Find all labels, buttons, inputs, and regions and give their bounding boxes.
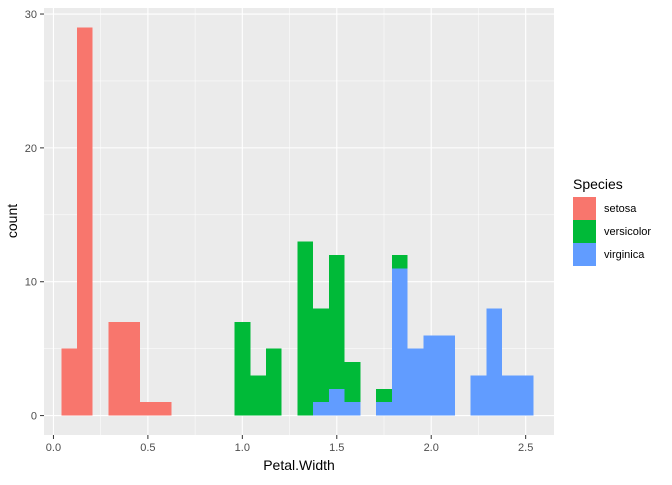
- bar-versicolor: [391, 254, 408, 269]
- bar-virginica: [470, 375, 487, 416]
- y-tick-label: 30: [25, 9, 37, 21]
- x-tick-label: 0.5: [140, 442, 155, 454]
- bar-setosa: [61, 348, 78, 416]
- y-axis: 0 10 20 30: [25, 9, 44, 423]
- bar-virginica: [502, 375, 518, 416]
- bars: [61, 27, 534, 416]
- legend-key-virginica: [573, 243, 596, 266]
- bar-setosa: [155, 402, 172, 416]
- x-tick-label: 0.0: [46, 442, 61, 454]
- legend-key-versicolor: [573, 220, 596, 243]
- x-axis: 0.0 0.5 1.0 1.5 2.0 2.5: [46, 435, 533, 454]
- bar-virginica: [423, 335, 440, 416]
- bar-setosa: [139, 402, 156, 416]
- bar-virginica: [517, 375, 534, 416]
- bar-virginica: [328, 388, 345, 416]
- legend-key-setosa: [573, 197, 596, 220]
- bar-versicolor: [344, 362, 361, 403]
- bar-virginica: [313, 402, 329, 416]
- y-tick-label: 10: [25, 277, 37, 289]
- bar-versicolor: [250, 375, 266, 416]
- bar-versicolor: [376, 388, 392, 403]
- legend-label-versicolor: versicolor: [604, 226, 651, 238]
- bar-setosa: [108, 321, 125, 416]
- x-axis-title: Petal.Width: [263, 457, 335, 473]
- y-tick-label: 20: [25, 143, 37, 155]
- legend-label-virginica: virginica: [604, 249, 645, 261]
- x-tick-label: 1.0: [235, 442, 250, 454]
- bar-versicolor: [265, 348, 282, 416]
- bar-virginica: [391, 268, 408, 416]
- bar-versicolor: [313, 308, 329, 403]
- bar-setosa: [77, 27, 93, 416]
- x-tick-label: 2.0: [424, 442, 439, 454]
- x-tick-label: 2.5: [518, 442, 533, 454]
- legend-label-setosa: setosa: [604, 203, 637, 215]
- bar-setosa: [124, 321, 140, 416]
- bar-virginica: [439, 335, 455, 416]
- bar-virginica: [407, 348, 424, 416]
- bar-versicolor: [234, 321, 251, 416]
- legend: Species setosa versicolor virginica: [573, 176, 651, 266]
- bar-versicolor: [328, 254, 345, 389]
- bar-virginica: [344, 402, 361, 416]
- y-tick-label: 0: [31, 411, 37, 423]
- bar-virginica: [376, 402, 392, 416]
- legend-title: Species: [573, 176, 623, 192]
- bar-versicolor: [297, 241, 314, 416]
- x-tick-label: 1.5: [329, 442, 344, 454]
- bar-virginica: [486, 308, 503, 416]
- y-axis-title: count: [4, 204, 20, 238]
